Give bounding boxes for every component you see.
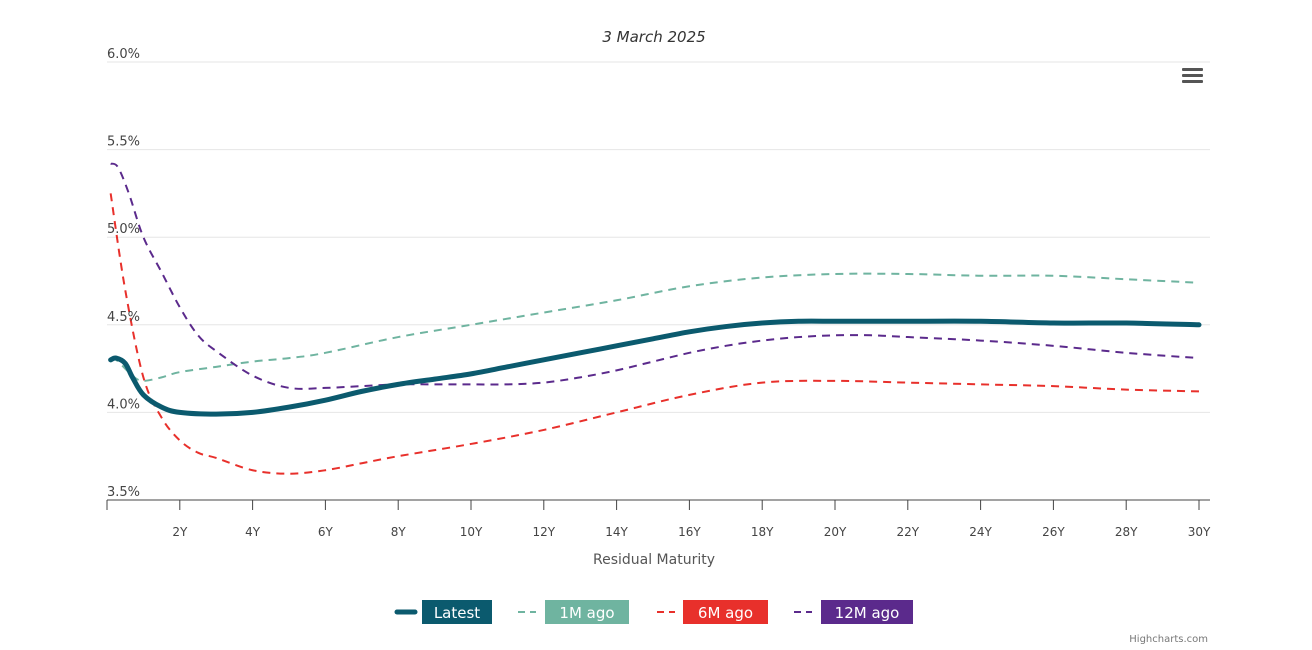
x-tick-label: 14Y bbox=[605, 525, 628, 539]
y-tick-label: 5.0% bbox=[107, 222, 140, 237]
legend-label-background bbox=[422, 600, 492, 624]
y-tick-label: 4.5% bbox=[107, 310, 140, 325]
legend-item-12m-ago[interactable]: 12M ago bbox=[794, 600, 913, 624]
series-line-12m-ago[interactable] bbox=[110, 162, 1200, 390]
y-tick-label: 4.0% bbox=[107, 397, 140, 412]
x-axis-labels: 2Y 4Y 6Y 8Y 10Y 12Y 14Y 16Y 18Y 20Y 22Y 24Y 26Y 28Y 30… bbox=[172, 525, 1211, 539]
series-lines bbox=[108, 162, 1202, 475]
x-tick-label: 12Y bbox=[532, 525, 555, 539]
series-line-latest[interactable] bbox=[108, 318, 1202, 417]
chart-menu-button[interactable] bbox=[1176, 62, 1208, 90]
credits-link[interactable]: Highcharts.com bbox=[1129, 634, 1208, 645]
hamburger-menu-icon bbox=[1182, 68, 1203, 83]
legend-label: 1M ago bbox=[559, 604, 614, 622]
x-tick-label: 2Y bbox=[172, 525, 188, 539]
x-tick-label: 6Y bbox=[318, 525, 334, 539]
legend-item-latest[interactable]: Latest bbox=[394, 600, 492, 624]
series-line-1m-ago[interactable] bbox=[110, 272, 1200, 382]
y-axis-labels: 3.5% 4.0% 4.5% 5.0% 5.5% 6.0% bbox=[107, 47, 140, 500]
y-tick-label: 3.5% bbox=[107, 485, 140, 500]
x-tick-label: 22Y bbox=[896, 525, 919, 539]
legend-item-1m-ago[interactable]: 1M ago bbox=[518, 600, 629, 624]
x-tick-label: 30Y bbox=[1188, 525, 1211, 539]
legend: Latest 1M ago 6M ago 12M ago bbox=[394, 600, 913, 624]
x-tick-label: 24Y bbox=[969, 525, 992, 539]
x-tick-label: 18Y bbox=[751, 525, 774, 539]
x-tick-label: 26Y bbox=[1042, 525, 1065, 539]
x-tick-label: 10Y bbox=[460, 525, 483, 539]
series-line-6m-ago[interactable] bbox=[109, 193, 1200, 475]
legend-label-background bbox=[545, 600, 629, 624]
y-tick-label: 6.0% bbox=[107, 47, 140, 62]
legend-label: Latest bbox=[434, 604, 480, 622]
x-tick-label: 20Y bbox=[824, 525, 847, 539]
x-tick-label: 4Y bbox=[245, 525, 261, 539]
y-tick-label: 5.5% bbox=[107, 135, 140, 150]
legend-item-6m-ago[interactable]: 6M ago bbox=[657, 600, 768, 624]
legend-label-background bbox=[821, 600, 913, 624]
x-axis bbox=[106, 499, 1210, 510]
legend-label: 12M ago bbox=[835, 604, 900, 622]
x-tick-label: 16Y bbox=[678, 525, 701, 539]
legend-label: 6M ago bbox=[698, 604, 753, 622]
legend-label-background bbox=[683, 600, 768, 624]
x-tick-label: 8Y bbox=[391, 525, 407, 539]
x-tick-label: 28Y bbox=[1115, 525, 1138, 539]
chart-title: 3 March 2025 bbox=[602, 28, 705, 46]
x-axis-title: Residual Maturity bbox=[593, 552, 715, 568]
